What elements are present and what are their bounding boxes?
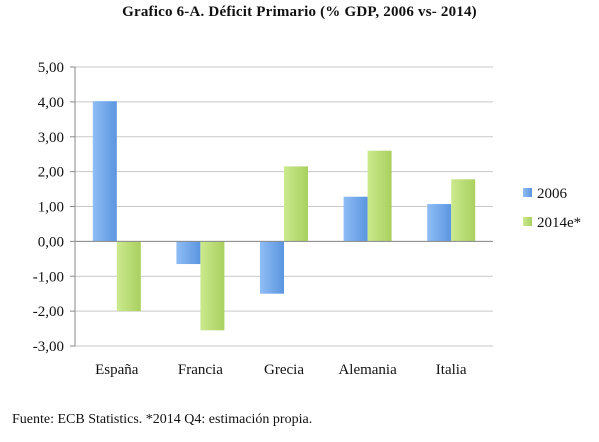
x-tick-labels: España Francia Grecia Alemania Italia: [95, 362, 467, 378]
legend-swatch: [523, 188, 532, 197]
bars-group: [92, 101, 476, 331]
bar-2014e-alemania: [367, 150, 392, 242]
y-tick-label: 5,00: [38, 60, 64, 76]
legend: 2006 2014e*: [523, 186, 581, 231]
y-tick-label: 3,00: [38, 130, 64, 146]
x-tick-label: Alemania: [338, 362, 397, 378]
x-tick-label: Grecia: [264, 362, 304, 378]
bar-2006-españa: [92, 101, 117, 242]
axis-group: [74, 67, 493, 346]
y-tick-label: 2,00: [38, 165, 64, 181]
y-tick-label: -3,00: [33, 339, 64, 355]
bar-2014e-grecia: [284, 166, 308, 242]
y-tick-label: 4,00: [38, 95, 64, 111]
bar-2006-francia: [176, 241, 201, 265]
x-tick-label: Italia: [436, 362, 467, 378]
bar-2006-grecia: [260, 241, 284, 294]
legend-swatch: [523, 217, 532, 226]
y-tick-label: -1,00: [33, 269, 64, 285]
y-tick-labels: 5,00 4,00 3,00 2,00 1,00 0,00 -1,00 -2,00 -3,00: [33, 60, 64, 355]
x-tick-label: España: [95, 362, 139, 378]
source-footnote: Fuente: ECB Statistics. *2014 Q4: estima…: [12, 412, 313, 427]
y-tick-label: 1,00: [38, 200, 64, 216]
y-tick-label: 0,00: [38, 234, 64, 250]
legend-label: 2014e*: [537, 215, 581, 231]
bar-2006-italia: [427, 204, 452, 242]
y-tick-label: -2,00: [33, 304, 64, 320]
chart-title: Grafico 6-A. Déficit Primario (% GDP, 20…: [122, 4, 477, 20]
x-tick-label: Francia: [178, 362, 223, 378]
bar-2006-alemania: [343, 196, 368, 242]
bar-2014e-francia: [200, 241, 225, 331]
legend-label: 2006: [537, 186, 568, 202]
bar-2014e-italia: [451, 179, 476, 242]
bar-2014e-españa: [116, 241, 141, 312]
